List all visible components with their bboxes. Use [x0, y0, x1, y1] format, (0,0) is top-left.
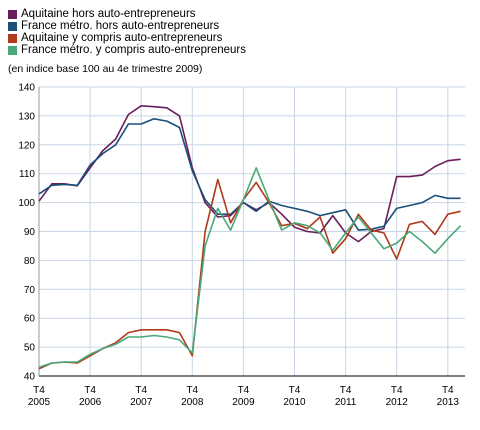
- y-tick-label: 90: [24, 227, 36, 238]
- y-tick-label: 80: [24, 256, 36, 267]
- x-tick-year: 2010: [283, 397, 306, 408]
- x-tick-year: 2009: [232, 397, 255, 408]
- y-tick-label: 130: [18, 111, 35, 122]
- y-tick-label: 40: [24, 372, 36, 383]
- x-tick-quarter: T4: [135, 385, 147, 396]
- legend-item: France métro. hors auto-entrepreneurs: [8, 20, 246, 32]
- x-tick-year: 2006: [79, 397, 102, 408]
- y-tick-label: 70: [24, 285, 36, 296]
- legend-label: Aquitaine hors auto-entrepreneurs: [21, 8, 196, 20]
- x-tick-year: 2007: [130, 397, 153, 408]
- x-tick-quarter: T4: [289, 385, 301, 396]
- legend-swatch: [8, 21, 17, 31]
- chart-subtitle: (en indice base 100 au 4e trimestre 2009…: [8, 63, 203, 75]
- x-tick-year: 2005: [28, 397, 51, 408]
- series-line: [38, 167, 462, 369]
- x-tick-quarter: T4: [442, 385, 454, 396]
- x-tick-year: 2011: [335, 397, 357, 408]
- y-tick-label: 120: [18, 140, 35, 151]
- legend-label: Aquitaine y compris auto-entrepreneurs: [21, 32, 223, 44]
- x-tick-year: 2008: [181, 397, 204, 408]
- legend-swatch: [8, 33, 17, 43]
- y-tick-label: 140: [18, 83, 35, 94]
- x-tick-year: 2012: [386, 397, 409, 408]
- x-tick-quarter: T4: [391, 385, 403, 396]
- x-tick-quarter: T4: [186, 385, 198, 396]
- legend-item: Aquitaine y compris auto-entrepreneurs: [8, 32, 246, 44]
- x-tick-quarter: T4: [33, 385, 45, 396]
- chart-legend: Aquitaine hors auto-entrepreneurs France…: [8, 8, 246, 56]
- x-tick-quarter: T4: [340, 385, 352, 396]
- y-tick-label: 60: [24, 314, 36, 325]
- y-tick-label: 50: [24, 343, 36, 354]
- legend-item: France métro. y compris auto-entrepreneu…: [8, 44, 246, 56]
- y-tick-label: 100: [18, 198, 35, 209]
- legend-item: Aquitaine hors auto-entrepreneurs: [8, 8, 246, 20]
- legend-label: France métro. y compris auto-entrepreneu…: [21, 44, 246, 56]
- legend-label: France métro. hors auto-entrepreneurs: [21, 20, 220, 32]
- x-tick-quarter: T4: [238, 385, 250, 396]
- x-tick-quarter: T4: [84, 385, 96, 396]
- x-tick-year: 2013: [437, 397, 460, 408]
- legend-swatch: [8, 45, 17, 55]
- y-tick-label: 110: [19, 169, 35, 180]
- legend-swatch: [8, 9, 17, 19]
- series-line: [38, 118, 461, 231]
